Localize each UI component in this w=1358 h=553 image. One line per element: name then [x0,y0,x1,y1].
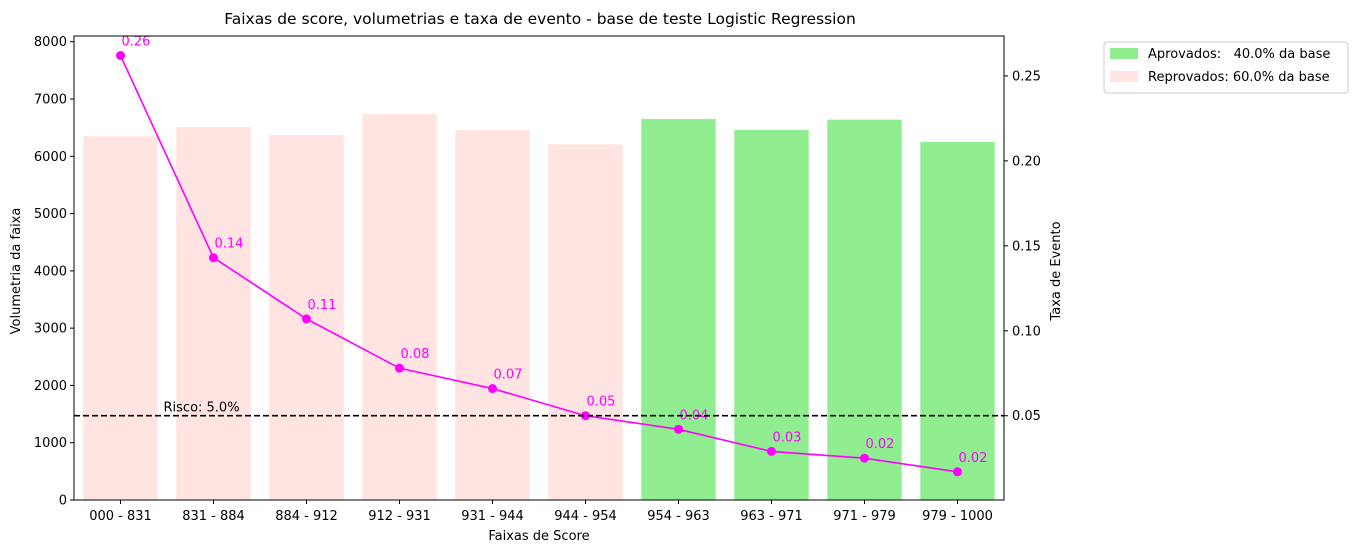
legend-label-reprovados: Reprovados: 60.0% da base [1148,70,1330,85]
y2-tick-label: 0.05 [1012,409,1041,424]
rate-data-label: 0.11 [308,298,337,313]
x-tick-label: 000 - 831 [89,509,152,524]
legend-swatch-reprovados [1110,71,1138,82]
bar-979-1000 [920,141,995,500]
x-tick-label: 954 - 963 [647,509,710,524]
rate-data-label: 0.14 [215,237,244,252]
y-tick-label: 7000 [34,93,67,108]
reference-layer: Risco: 5.0% [74,401,1004,417]
rate-data-label: 0.02 [959,451,988,466]
rate-point [860,453,869,463]
rate-point [395,363,404,373]
y-axis-right: 0.05 0.10 0.15 0.20 0.25 [1004,69,1041,424]
bar-971-979 [827,119,902,500]
x-axis: 000 - 831 831 - 884 884 - 912 912 - 931 931 … [89,500,993,524]
rate-data-label: 0.03 [773,430,802,445]
chart-title: Faixas de score, volumetrias e taxa de e… [224,10,856,28]
legend-swatch-aprovados [1110,48,1138,59]
y-tick-label: 6000 [34,150,67,165]
x-tick-label: 979 - 1000 [922,509,993,524]
bar-912-931 [362,113,437,500]
risk-reference-label: Risco: 5.0% [164,401,240,416]
rate-point [302,314,311,324]
y2-tick-label: 0.20 [1012,154,1041,169]
bar-831-884 [176,127,251,500]
y-tick-label: 8000 [34,35,67,50]
rate-point [488,384,497,394]
line-layer [119,55,958,473]
plot-frame [73,35,1005,501]
y-axis-label: Volumetria da faixa [9,208,24,335]
bars-layer [83,113,995,500]
bar-954-963 [641,119,716,500]
y2-axis-label: Taxa de Evento [1049,221,1064,321]
rate-data-label: 0.05 [587,395,616,410]
points-layer: 0.26 0.14 0.11 0.08 0.07 0.05 0.04 0.03 0.02 0.02 [116,35,987,477]
rate-data-label: 0.07 [494,368,523,383]
y-tick-label: 2000 [34,379,67,394]
y-tick-label: 3000 [34,322,67,337]
legend: Aprovados: 40.0% da base Reprovados: 60.… [1103,41,1349,94]
rate-point [116,51,125,61]
y2-tick-label: 0.15 [1012,239,1041,254]
y-tick-label: 0 [59,494,67,509]
y2-tick-label: 0.25 [1012,69,1041,84]
y-tick-label: 4000 [34,264,67,279]
rate-point [674,424,683,434]
y-tick-label: 5000 [34,207,67,222]
x-tick-label: 912 - 931 [368,509,431,524]
x-tick-label: 931 - 944 [461,509,524,524]
y-axis-left: 0 1000 2000 3000 4000 5000 6000 7000 8000 [34,35,74,509]
event-rate-line [119,55,958,473]
legend-frame [1103,41,1349,94]
rate-point [953,467,962,477]
x-tick-label: 963 - 971 [740,509,803,524]
bar-944-954 [548,144,623,500]
rate-data-label: 0.02 [866,437,895,452]
rate-point [209,253,218,263]
bar-963-971 [734,129,809,500]
rate-data-label: 0.04 [680,408,709,423]
rate-data-label: 0.26 [122,35,151,50]
bar-931-944 [455,129,530,500]
x-tick-label: 884 - 912 [275,509,338,524]
rate-point [581,411,590,421]
x-tick-label: 971 - 979 [833,509,896,524]
y2-tick-label: 0.10 [1012,324,1041,339]
x-tick-label: 831 - 884 [182,509,245,524]
bar-000-831 [83,136,158,500]
rate-point [767,446,776,456]
y-tick-label: 1000 [34,436,67,451]
rate-data-label: 0.08 [401,347,430,362]
legend-label-aprovados: Aprovados: 40.0% da base [1148,47,1330,62]
x-axis-label: Faixas de Score [488,529,589,544]
x-tick-label: 944 - 954 [554,509,617,524]
